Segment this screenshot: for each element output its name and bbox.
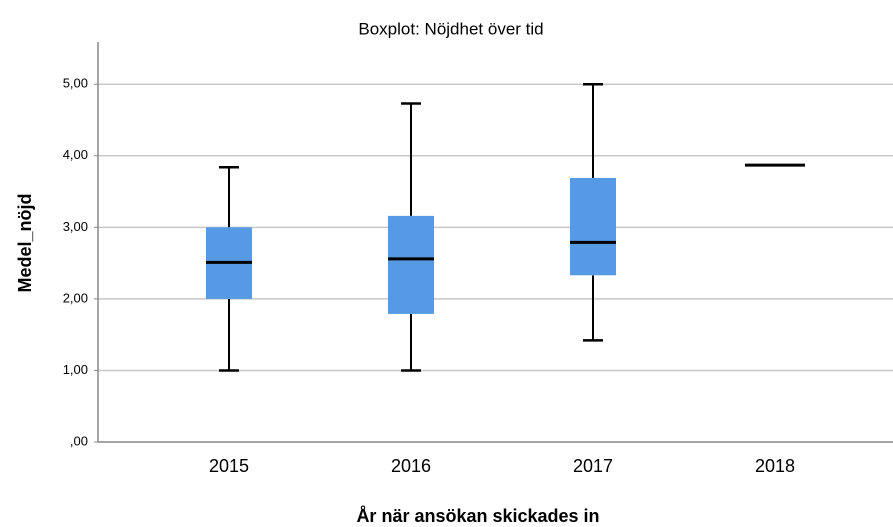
- x-tick-label: 2015: [209, 456, 249, 476]
- box: [570, 177, 616, 276]
- box: [388, 215, 434, 314]
- chart-title: Boxplot: Nöjdhet över tid: [358, 19, 543, 38]
- y-tick-label: ,00: [70, 433, 88, 448]
- x-tick-label: 2016: [391, 456, 431, 476]
- x-axis-label: År när ansökan skickades in: [356, 506, 599, 526]
- y-tick-label: 1,00: [63, 362, 88, 377]
- y-tick-label: 4,00: [63, 147, 88, 162]
- x-tick-label: 2018: [755, 456, 795, 476]
- y-tick-label: 2,00: [63, 290, 88, 305]
- y-axis-label: Medel_nöjd: [15, 193, 35, 292]
- x-tick-label: 2017: [573, 456, 613, 476]
- y-tick-label: 3,00: [63, 219, 88, 234]
- y-tick-label: 5,00: [63, 76, 88, 91]
